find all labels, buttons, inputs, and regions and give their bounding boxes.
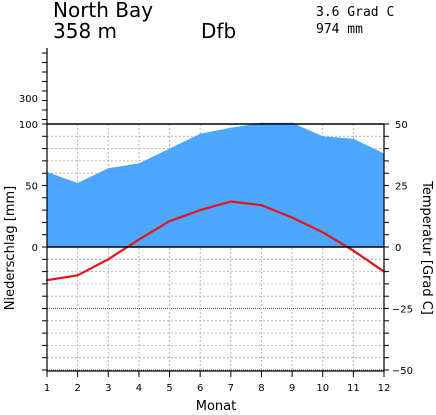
x-tick-label: 11 (347, 383, 360, 394)
right-tick-label: 25 (395, 182, 408, 193)
precipitation-point (107, 167, 109, 169)
series-layer (46, 122, 385, 282)
temperature-point (137, 238, 140, 241)
x-tick-label: 5 (166, 383, 172, 394)
temperature-point (76, 274, 79, 277)
precipitation-point (352, 138, 354, 140)
temperature-point (107, 258, 110, 261)
precipitation-point (169, 148, 171, 150)
left-axis-title: Niederschlag [mm] (3, 186, 18, 311)
precipitation-point (138, 162, 140, 164)
x-tick-label: 8 (258, 383, 264, 394)
annual-precipitation-label: 974 mm (316, 22, 363, 37)
right-tick-label: −50 (392, 366, 413, 377)
x-tick-label: 12 (378, 383, 391, 394)
temperature-point (291, 216, 294, 219)
x-tick-label: 4 (136, 383, 142, 394)
precipitation-point (77, 182, 79, 184)
right-tick-label: −25 (392, 305, 413, 316)
left-tick-label: 300 (19, 94, 38, 105)
precipitation-point (322, 135, 324, 137)
x-tick-label: 10 (316, 383, 329, 394)
right-tick-labels: 50 25 0 −25 −50 (392, 120, 413, 377)
mean-temperature-label: 3.6 Grad C (316, 5, 394, 20)
left-tick-label: 0 (32, 243, 38, 254)
x-tick-label: 9 (289, 383, 295, 394)
right-tick-label: 0 (395, 243, 401, 254)
x-tick-label: 6 (197, 383, 203, 394)
axis-layer (42, 48, 389, 377)
x-tick-label: 3 (105, 383, 111, 394)
left-tick-label: 50 (25, 182, 38, 193)
x-tick-label: 7 (228, 383, 234, 394)
temperature-point (199, 209, 202, 212)
right-tick-label: 50 (395, 120, 408, 131)
precipitation-area (47, 122, 384, 247)
x-tick-label: 2 (74, 383, 80, 394)
temperature-point (352, 249, 355, 252)
elevation-label: 358 m (53, 19, 117, 43)
left-tick-label: 100 (19, 120, 38, 131)
temperature-point (229, 200, 232, 203)
x-axis-title: Monat (196, 399, 236, 414)
temperature-point (168, 220, 171, 223)
precipitation-point (260, 122, 262, 124)
temperature-line (46, 200, 385, 282)
x-tick-labels: 1 2 3 4 5 6 7 8 9 10 11 12 (44, 383, 391, 394)
climate-class-label: Dfb (201, 19, 236, 43)
precipitation-point (291, 122, 293, 124)
station-name: North Bay (53, 0, 153, 22)
right-axis-title: Temperatur [Grad C] (419, 180, 434, 315)
precipitation-point (199, 133, 201, 135)
temperature-point (260, 204, 263, 207)
precipitation-point (230, 127, 232, 129)
temperature-point (321, 231, 324, 234)
left-tick-labels: 300 100 50 0 (19, 94, 38, 254)
x-tick-label: 1 (44, 383, 50, 394)
